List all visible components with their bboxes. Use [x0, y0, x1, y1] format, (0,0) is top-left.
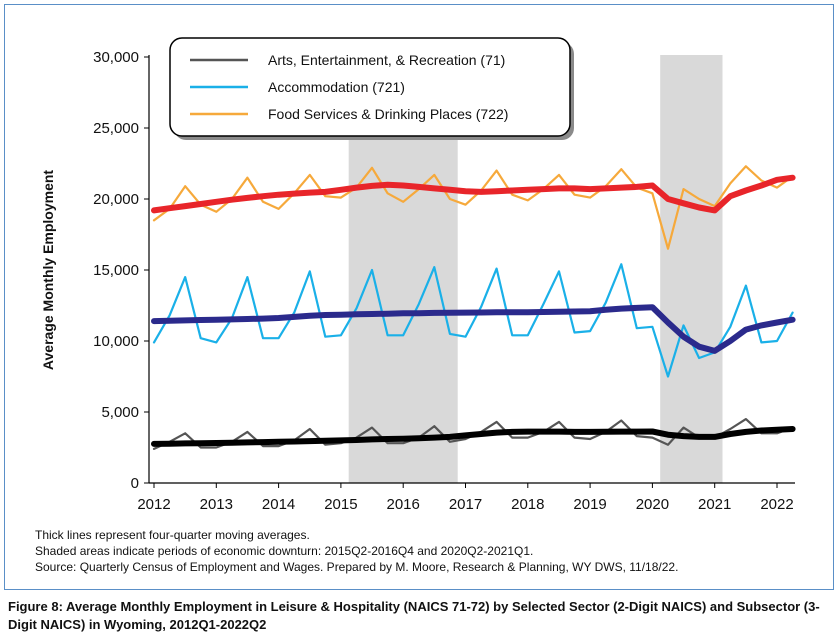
- legend-label-1: Arts, Entertainment, & Recreation (71): [268, 52, 505, 68]
- x-tick-label: 2021: [698, 496, 731, 513]
- legend-label-2: Accommodation (721): [268, 79, 405, 95]
- legend-label-3: Food Services & Drinking Places (722): [268, 106, 508, 122]
- note-shaded-areas: Shaded areas indicate periods of economi…: [35, 544, 534, 558]
- x-tick-label: 2020: [636, 496, 669, 513]
- y-tick-label: 25,000: [93, 120, 139, 137]
- shaded-period-2: [660, 55, 723, 483]
- y-tick-label: 20,000: [93, 191, 139, 208]
- series-line-5: [151, 304, 796, 354]
- y-tick-label: 0: [131, 475, 139, 492]
- note-source: Source: Quarterly Census of Employment a…: [35, 560, 679, 574]
- x-tick-label: 2017: [449, 496, 482, 513]
- y-tick-label: 15,000: [93, 262, 139, 279]
- x-tick-label: 2014: [262, 496, 295, 513]
- x-tick-label: 2015: [324, 496, 357, 513]
- series-line-4: [151, 426, 796, 447]
- x-tick-label: 2016: [387, 496, 420, 513]
- figure-frame: 0 5,000 10,000 15,000 20,000 25,000 30,000 2012…: [4, 4, 834, 590]
- note-moving-average: Thick lines represent four-quarter movin…: [35, 528, 310, 542]
- employment-chart: 0 5,000 10,000 15,000 20,000 25,000 30,000 2012…: [40, 37, 796, 513]
- figure-caption: Figure 8: Average Monthly Employment in …: [8, 599, 820, 632]
- y-tick-label: 10,000: [93, 333, 139, 350]
- x-tick-label: 2018: [511, 496, 544, 513]
- x-tick-label: 2012: [137, 496, 170, 513]
- legend-box: [169, 37, 571, 137]
- series-line-6: [151, 174, 796, 214]
- x-tick-label: 2019: [573, 496, 606, 513]
- x-tick-label: 2013: [200, 496, 233, 513]
- series-line-2: [152, 263, 794, 378]
- y-tick-label: 30,000: [93, 49, 139, 66]
- x-tick-label: 2022: [760, 496, 793, 513]
- y-tick-label: 5,000: [101, 404, 139, 421]
- y-axis-title: Average Monthly Employment: [40, 170, 56, 371]
